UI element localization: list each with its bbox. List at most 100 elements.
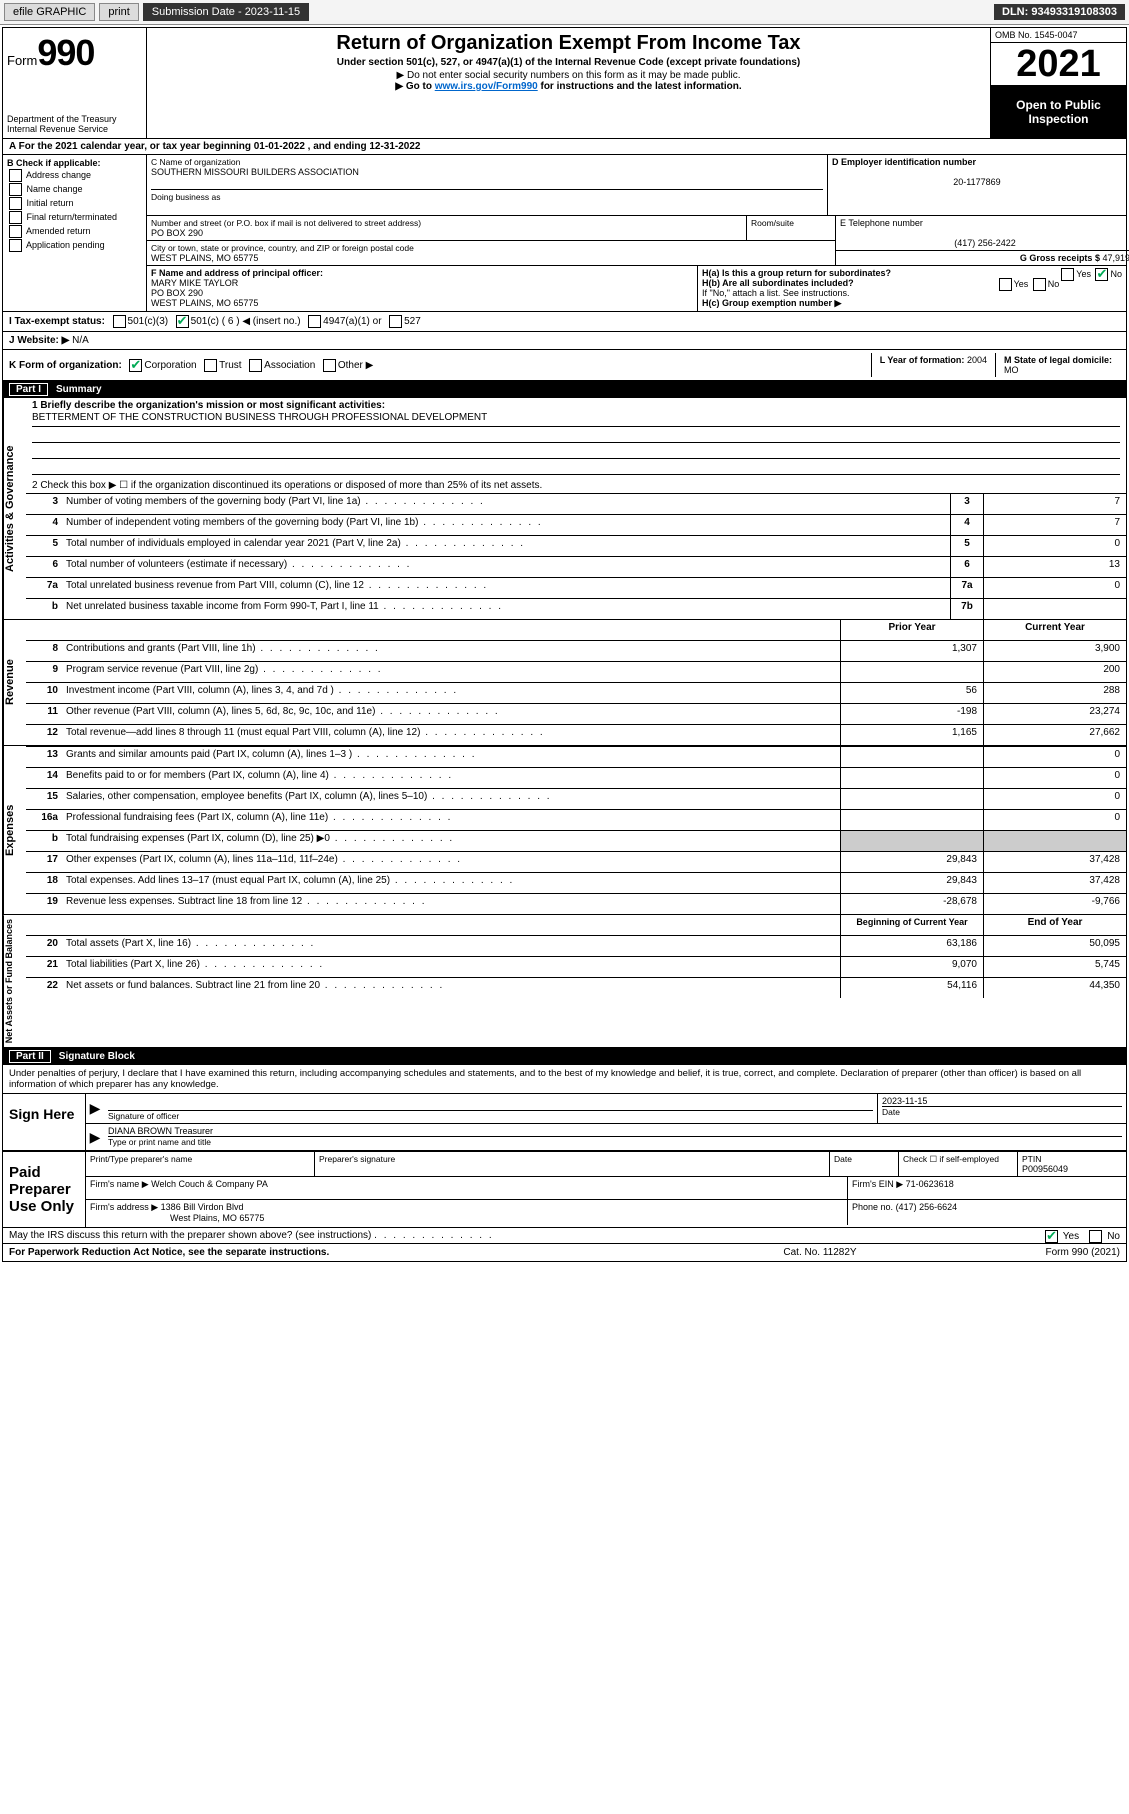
col-beg: Beginning of Current Year [840, 915, 983, 935]
mission-text: BETTERMENT OF THE CONSTRUCTION BUSINESS … [32, 412, 1120, 427]
table-row: 15Salaries, other compensation, employee… [26, 788, 1126, 809]
chk-trust[interactable] [204, 359, 217, 372]
chk-501c3[interactable] [113, 315, 126, 328]
cb-final-return[interactable]: Final return/terminated [7, 211, 142, 224]
cb-label: Name change [27, 184, 83, 194]
table-row: 20Total assets (Part X, line 16)63,18650… [26, 935, 1126, 956]
paid-preparer-block: Paid Preparer Use Only Print/Type prepar… [3, 1152, 1126, 1228]
opt-501c: 501(c) ( 6 ) ◀ (insert no.) [191, 316, 301, 327]
hb-no-chk[interactable] [1033, 278, 1046, 291]
side-netassets: Net Assets or Fund Balances [3, 915, 26, 1047]
arrow-icon: ▶ [86, 1124, 104, 1150]
chk-527[interactable] [389, 315, 402, 328]
part2-header: Part II Signature Block [3, 1048, 1126, 1065]
table-row: 10Investment income (Part VIII, column (… [26, 682, 1126, 703]
room-lbl: Room/suite [751, 218, 794, 228]
ein-lbl: D Employer identification number [832, 157, 976, 167]
l-lbl: L Year of formation: [880, 355, 965, 365]
gross-val: 47,919 [1102, 253, 1129, 263]
form-title: Return of Organization Exempt From Incom… [155, 32, 982, 55]
ptin-val: P00956049 [1022, 1164, 1068, 1174]
firm-addr-lbl: Firm's address ▶ [90, 1202, 158, 1212]
ha-no-chk[interactable] [1095, 268, 1108, 281]
table-row: 18Total expenses. Add lines 13–17 (must … [26, 872, 1126, 893]
chk-501c[interactable] [176, 315, 189, 328]
hb-yes: Yes [1014, 279, 1029, 289]
part1-expenses: Expenses 13Grants and similar amounts pa… [3, 746, 1126, 915]
opt-501c3: 501(c)(3) [128, 316, 169, 327]
opt-assoc: Association [264, 360, 315, 371]
signature-field[interactable]: Signature of officer [104, 1094, 877, 1123]
form-ref: Form 990 (2021) [920, 1247, 1120, 1258]
form-number: Form990 [7, 32, 142, 74]
line1-mission: 1 Briefly describe the organization's mi… [26, 398, 1126, 478]
discuss-no-chk[interactable] [1089, 1230, 1102, 1243]
city-val: WEST PLAINS, MO 65775 [151, 253, 258, 263]
street-val: PO BOX 290 [151, 228, 203, 238]
row-a-taxyear: A For the 2021 calendar year, or tax yea… [3, 139, 1126, 155]
discuss-row: May the IRS discuss this return with the… [3, 1228, 1126, 1244]
open-public: Open to Public Inspection [991, 86, 1126, 138]
efile-button[interactable]: efile GRAPHIC [4, 3, 95, 21]
rowa-text-b: , and ending [305, 141, 369, 152]
cb-label: Initial return [27, 198, 74, 208]
chk-4947[interactable] [308, 315, 321, 328]
hb-lbl: H(b) Are all subordinates included? [702, 278, 854, 288]
cb-amended[interactable]: Amended return [7, 225, 142, 238]
street-lbl: Number and street (or P.O. box if mail i… [151, 218, 421, 228]
section-bcd: B Check if applicable: Address change Na… [3, 155, 1126, 312]
discuss-yes: Yes [1063, 1231, 1079, 1242]
form-container: Form990 Department of the Treasury Inter… [2, 27, 1127, 1262]
box-b-title: B Check if applicable: [7, 158, 101, 168]
cb-label: Address change [26, 170, 91, 180]
table-row: 13Grants and similar amounts paid (Part … [26, 746, 1126, 767]
cb-app-pending[interactable]: Application pending [7, 239, 142, 252]
table-row: 19Revenue less expenses. Subtract line 1… [26, 893, 1126, 914]
rowa-begin: 01-01-2022 [254, 141, 305, 152]
header-sub1: Under section 501(c), 527, or 4947(a)(1)… [155, 57, 982, 68]
print-button[interactable]: print [99, 3, 138, 21]
dba-lbl: Doing business as [151, 192, 220, 202]
box-f: F Name and address of principal officer:… [147, 266, 698, 311]
box-b: B Check if applicable: Address change Na… [3, 155, 147, 311]
instructions-link[interactable]: www.irs.gov/Form990 [435, 81, 538, 92]
tax-year: 2021 [991, 43, 1126, 86]
officer-city: WEST PLAINS, MO 65775 [151, 298, 258, 308]
sign-here-block: Sign Here ▶ Signature of officer 2023-11… [3, 1094, 1126, 1152]
org-name: SOUTHERN MISSOURI BUILDERS ASSOCIATION [151, 167, 359, 177]
sig-date-val: 2023-11-15 [882, 1096, 1122, 1107]
check-self[interactable]: Check ☐ if self-employed [903, 1154, 999, 1164]
hb-yes-chk[interactable] [999, 278, 1012, 291]
col-header-row2: Beginning of Current Year End of Year [26, 915, 1126, 935]
prep-sig-lbl: Preparer's signature [319, 1154, 395, 1164]
ha-lbl: H(a) Is this a group return for subordin… [702, 268, 891, 278]
opt-corp: Corporation [144, 360, 196, 371]
opt-4947: 4947(a)(1) or [323, 316, 381, 327]
side-expenses: Expenses [3, 746, 26, 914]
col-cd: C Name of organization SOUTHERN MISSOURI… [147, 155, 1126, 311]
part1-governance: Activities & Governance 1 Briefly descri… [3, 398, 1126, 620]
submission-date-label: Submission Date - 2023-11-15 [143, 3, 309, 21]
cb-name-change[interactable]: Name change [7, 183, 142, 196]
header-sub2: ▶ Do not enter social security numbers o… [155, 70, 982, 81]
open-line2: Inspection [995, 112, 1122, 126]
line2-checkbox: 2 Check this box ▶ ☐ if the organization… [26, 478, 1126, 493]
part1-netassets: Net Assets or Fund Balances Beginning of… [3, 915, 1126, 1048]
table-row: 8Contributions and grants (Part VIII, li… [26, 640, 1126, 661]
cb-address-change[interactable]: Address change [7, 169, 142, 182]
cb-initial-return[interactable]: Initial return [7, 197, 142, 210]
cd-bottom: F Name and address of principal officer:… [147, 266, 1126, 311]
ha-yes-chk[interactable] [1061, 268, 1074, 281]
chk-assoc[interactable] [249, 359, 262, 372]
pra-notice: For Paperwork Reduction Act Notice, see … [9, 1247, 720, 1258]
hb-no: No [1048, 279, 1060, 289]
box-d: D Employer identification number 20-1177… [828, 155, 1126, 215]
l-val: 2004 [967, 355, 987, 365]
part1-revenue: Revenue Prior Year Current Year 8Contrib… [3, 620, 1126, 746]
chk-corp[interactable] [129, 359, 142, 372]
table-row: 16aProfessional fundraising fees (Part I… [26, 809, 1126, 830]
side-revenue: Revenue [3, 620, 26, 745]
chk-other[interactable] [323, 359, 336, 372]
discuss-yes-chk[interactable] [1045, 1230, 1058, 1243]
open-line1: Open to Public [995, 98, 1122, 112]
